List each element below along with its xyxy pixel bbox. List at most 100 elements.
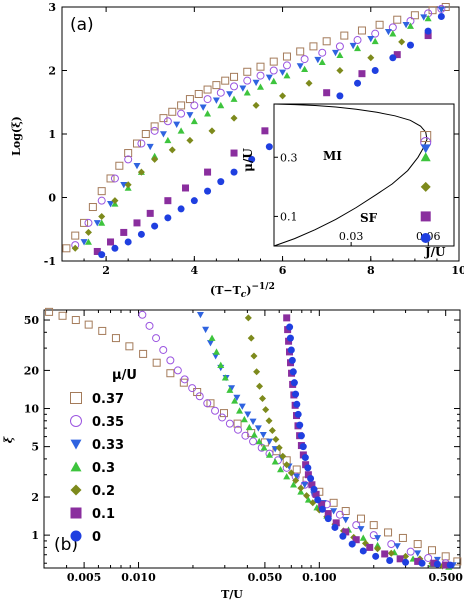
data-point <box>367 35 375 43</box>
data-point <box>238 403 246 410</box>
data-point <box>354 79 362 87</box>
data-point <box>206 340 214 347</box>
data-point <box>287 469 295 477</box>
data-point <box>301 65 309 73</box>
data-point <box>393 543 401 550</box>
data-point <box>194 89 203 98</box>
data-point <box>216 88 225 97</box>
data-point <box>186 136 194 144</box>
data-point <box>84 320 93 329</box>
legend: μ/U 0.37 0.35 0.33 0.3 0.2 0.1 0 <box>70 368 137 545</box>
data-point <box>84 228 92 236</box>
data-point <box>310 485 318 493</box>
inset-point <box>420 233 431 243</box>
data-point <box>318 58 326 66</box>
data-point <box>279 69 287 76</box>
y-tick-label: 5 <box>31 441 39 454</box>
data-point <box>233 394 241 402</box>
inset-region-sf: SF <box>360 211 378 225</box>
data-point <box>322 37 331 46</box>
data-point <box>231 397 239 404</box>
data-point <box>342 517 350 524</box>
inset-ylabel: μ/U <box>241 148 255 172</box>
data-point <box>309 42 318 51</box>
data-point <box>387 540 396 549</box>
data-point <box>372 552 380 560</box>
data-point <box>279 92 287 100</box>
data-point <box>335 42 344 51</box>
inset-y-tick-label: 0.1 <box>280 210 298 223</box>
y-tick-label: 10 <box>24 403 40 416</box>
legend-label: 0.1 <box>92 507 115 522</box>
data-point <box>58 311 67 320</box>
data-point <box>307 475 315 483</box>
data-point <box>318 505 326 513</box>
data-point <box>138 310 147 319</box>
y-tick-label: 1 <box>48 128 56 141</box>
data-point <box>384 28 392 36</box>
data-point <box>202 326 210 334</box>
data-point <box>244 411 252 418</box>
data-point <box>180 375 189 384</box>
data-point <box>250 352 258 360</box>
data-point <box>125 342 134 351</box>
inset-phase-diagram: 0.030.060.10.3 MI SF J/U μ/U <box>241 103 455 259</box>
data-point <box>312 490 320 498</box>
panel-b-points <box>45 307 462 570</box>
data-point <box>240 415 248 423</box>
panel-b: 0.005 0.010 0.050 0.100 0.500 1 2 5 10 20 50 (b) T… <box>2 307 463 601</box>
data-point <box>150 126 159 135</box>
data-point <box>243 67 252 76</box>
data-point <box>226 386 234 393</box>
data-point <box>188 384 197 393</box>
data-point <box>271 458 279 465</box>
panel-a-xlabel: (T−Tc)−1/2 <box>210 282 275 300</box>
panel-b-xlabel: T/U <box>221 588 243 601</box>
inset-point <box>420 152 431 162</box>
data-point <box>375 20 384 29</box>
inset-point <box>420 211 431 222</box>
legend-label: 0 <box>92 530 101 545</box>
data-point <box>292 465 301 474</box>
data-point <box>369 531 378 540</box>
legend-marker <box>70 392 82 404</box>
data-point <box>221 374 229 381</box>
data-point <box>427 546 436 555</box>
data-point <box>336 92 344 100</box>
data-point <box>219 409 228 418</box>
data-point <box>279 452 287 460</box>
data-point <box>262 406 270 414</box>
data-point <box>286 334 294 342</box>
data-point <box>111 334 120 343</box>
data-point <box>265 438 273 445</box>
data-point <box>336 67 344 74</box>
data-point <box>260 444 268 451</box>
data-point <box>145 321 154 330</box>
x-tick-label: 0.050 <box>248 571 283 584</box>
data-point <box>247 334 255 342</box>
data-point <box>225 419 234 428</box>
data-point <box>305 79 313 87</box>
data-point <box>213 348 221 355</box>
data-point <box>389 54 397 62</box>
x-tick-label: 8 <box>367 264 375 277</box>
data-point <box>80 218 89 227</box>
data-point <box>62 244 71 253</box>
data-point <box>402 552 410 560</box>
inset-point <box>420 131 432 143</box>
data-point <box>283 72 291 79</box>
data-point <box>226 91 234 98</box>
data-point <box>163 117 172 126</box>
data-point <box>249 418 257 425</box>
legend-marker <box>70 439 82 450</box>
data-point <box>234 425 243 434</box>
data-point <box>190 101 199 110</box>
data-point <box>324 515 332 523</box>
data-point <box>152 358 161 367</box>
legend-label: 0.2 <box>92 484 115 499</box>
data-point <box>230 82 239 91</box>
data-point <box>45 307 54 316</box>
data-point <box>418 559 426 567</box>
panel-a-ylabel: Log(ξ) <box>10 116 23 156</box>
x-tick-label: 6 <box>279 264 287 277</box>
